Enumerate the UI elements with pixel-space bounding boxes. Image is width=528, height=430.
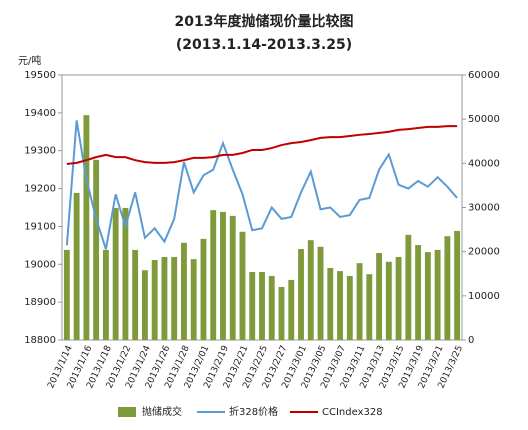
y-tick-label: 19400 [24,108,56,119]
bar [200,238,207,340]
bar [376,252,382,340]
y2-tick-label: 0 [468,335,474,346]
bar [395,256,402,340]
y2-tick-label: 10000 [468,291,500,302]
y2-tick-label: 30000 [468,203,500,214]
bar [298,249,304,340]
y-tick-label: 19000 [24,259,56,270]
bar [229,215,236,340]
bar [259,271,265,340]
bar [239,231,246,340]
bar [73,192,80,340]
bar [307,240,314,340]
y-tick-label: 19300 [24,146,56,157]
bar [142,270,148,340]
bar [122,207,129,340]
bar [268,275,275,340]
bar [317,246,324,340]
bar [405,234,412,340]
y-tick-label: 18900 [24,297,56,308]
chart-subtitle: (2013.1.14-2013.3.25) [176,37,352,53]
bar [132,249,139,340]
bar [366,274,373,340]
y-tick-label: 19500 [24,70,56,81]
bar [112,207,119,340]
y2-tick-label: 20000 [468,247,500,258]
bar [434,249,441,340]
bar [190,259,197,340]
bar [171,256,178,340]
bar [249,271,256,340]
bar [181,242,187,340]
y2-tick-label: 50000 [468,114,500,125]
line [65,120,458,250]
legend-label: CCIndex328 [322,407,383,418]
bar [63,249,70,340]
y2-tick-label: 60000 [468,70,500,81]
bar [415,245,422,340]
bar [102,249,109,340]
y-tick-label: 19100 [24,221,56,232]
bar [444,236,451,340]
legend-label: 抛储成交 [142,405,182,418]
y-axis-label: 元/吨 [18,54,41,67]
y-tick-label: 18800 [24,335,56,346]
bar [278,287,285,340]
chart-title: 2013年度抛储现价量比较图 [175,13,354,30]
y-tick-label: 19200 [24,184,56,195]
bar [220,211,226,340]
legend-label: 折328价格 [229,405,278,418]
y2-tick-label: 40000 [468,158,500,169]
bar [356,263,363,340]
bar [93,159,100,340]
bar [288,279,295,340]
bar [385,261,392,340]
bar [346,275,353,340]
legend-swatch [118,407,136,417]
bar [210,210,217,340]
bar [83,115,90,340]
bar [454,230,461,340]
line [66,125,458,165]
bar [337,271,343,340]
bar [424,252,431,340]
bar [161,256,168,340]
bar [327,268,334,340]
bar [151,260,158,340]
